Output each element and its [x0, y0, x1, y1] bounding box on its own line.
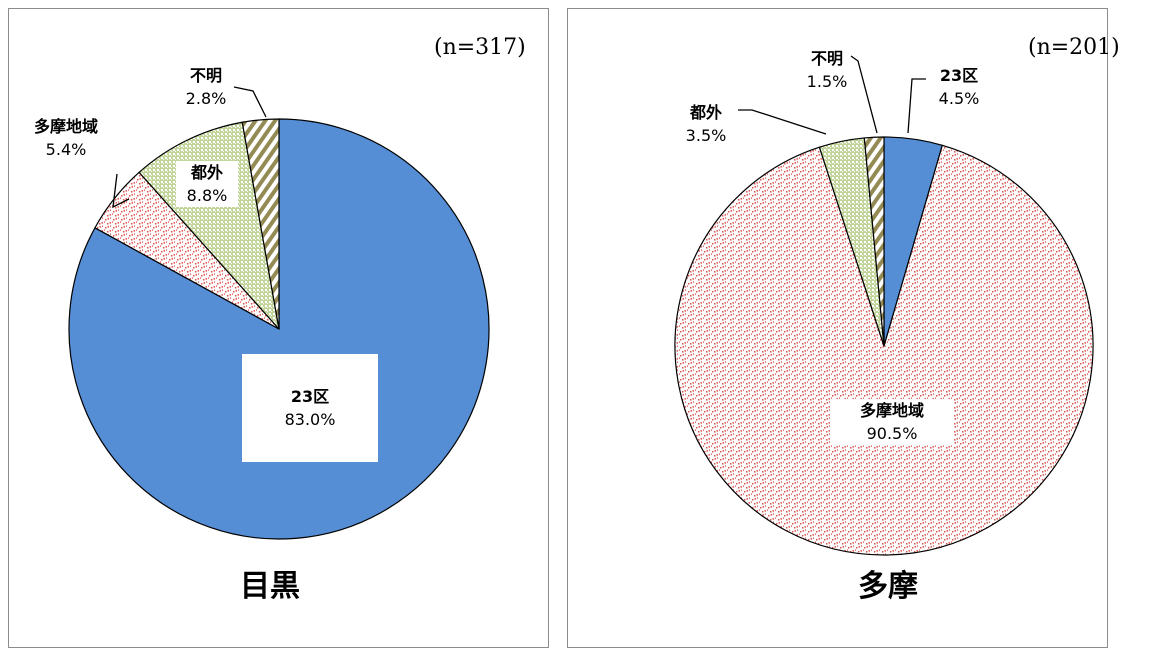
slice-category-label: 多摩地域	[859, 401, 924, 420]
data-label-23ku: 23区 83.0%	[242, 354, 378, 462]
pie-slice-2	[674, 144, 1094, 556]
pie-slice-3	[138, 121, 280, 330]
slice-value-label: 1.5%	[806, 72, 848, 91]
slice-category-label: 多摩地域	[33, 117, 98, 136]
leader-line	[907, 78, 926, 134]
data-label-tama: 多摩地域 5.4%	[21, 115, 111, 161]
data-label-23ku: 23区 4.5%	[928, 64, 990, 110]
leader-line	[738, 109, 827, 135]
chart-panel-tama: (n=201) 多摩 23区 4.5% 多摩地域 90.5% 都外 3.5% 不…	[567, 8, 1120, 648]
sample-size-label: (n=201)	[1028, 35, 1120, 60]
slice-category-label: 23区	[939, 66, 979, 85]
slice-category-label: 不明	[189, 66, 222, 85]
slice-category-label: 23区	[290, 387, 330, 406]
slice-value-label: 2.8%	[185, 89, 227, 108]
chart-title: 目黒	[240, 569, 300, 604]
data-label-tama: 多摩地域 90.5%	[830, 399, 954, 445]
data-label-togai: 都外 3.5%	[683, 101, 729, 147]
slice-value-label: 5.4%	[45, 140, 87, 159]
data-label-fumei: 不明 2.8%	[182, 64, 230, 110]
pie-chart-tama	[674, 55, 1094, 556]
slice-value-label: 90.5%	[866, 424, 918, 443]
leader-line	[233, 86, 267, 118]
slice-category-label: 都外	[689, 103, 722, 122]
leader-line	[850, 55, 878, 134]
chart-title: 多摩	[858, 569, 918, 604]
slice-value-label: 4.5%	[938, 89, 980, 108]
chart-panel-meguro: (n=317) 目黒 23区 83.0% 多摩地域 5.4% 都外 8.8% 不…	[8, 8, 549, 648]
data-label-togai: 都外 8.8%	[176, 161, 238, 207]
pie-chart-meguro	[68, 86, 490, 540]
leader-line	[112, 173, 130, 209]
pie-slice-4	[241, 118, 280, 330]
slice-category-label: 都外	[190, 163, 223, 182]
sample-size-label: (n=317)	[434, 35, 526, 60]
pie-slice-4	[863, 136, 885, 347]
slice-value-label: 8.8%	[186, 186, 228, 205]
slice-value-label: 83.0%	[284, 410, 336, 429]
slice-value-label: 3.5%	[685, 126, 727, 145]
data-label-fumei: 不明 1.5%	[803, 47, 851, 93]
slice-category-label: 不明	[810, 49, 843, 68]
